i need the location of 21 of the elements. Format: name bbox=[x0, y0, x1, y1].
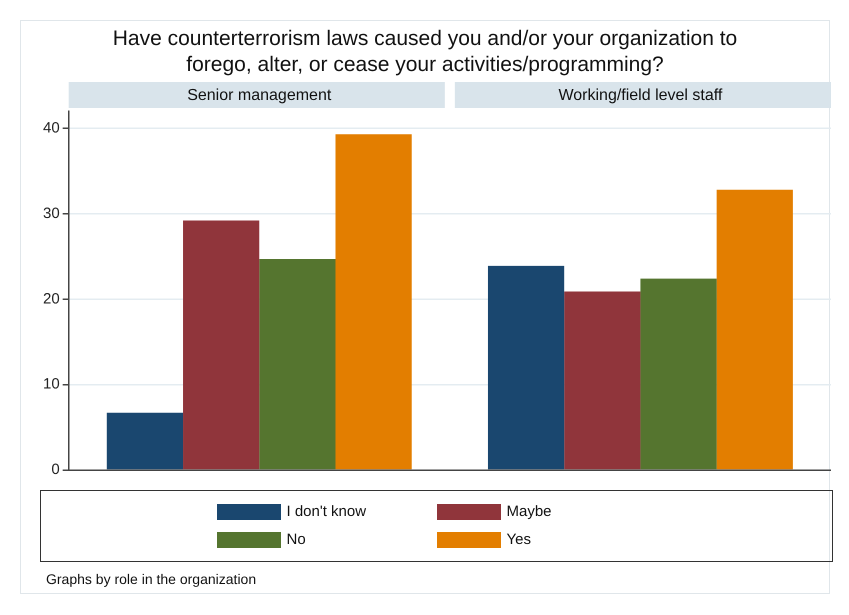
legend-label: No bbox=[286, 531, 306, 549]
bar bbox=[640, 278, 717, 470]
y-tick-label: 40 bbox=[42, 119, 60, 136]
x-tick-label: Senior management bbox=[187, 87, 332, 104]
text: Graphs by role in the organization bbox=[46, 571, 256, 587]
legend-label: Yes bbox=[506, 531, 531, 549]
chart-title: Have counterterrorism laws caused you and/or your organization to forego, alter, or cease your activities/programming? bbox=[112, 26, 738, 78]
bar bbox=[716, 190, 793, 470]
bar bbox=[488, 266, 564, 470]
legend-label: Maybe bbox=[506, 503, 552, 521]
bar bbox=[564, 291, 640, 470]
y-tick-label: 10 bbox=[42, 376, 60, 393]
bar bbox=[183, 220, 260, 470]
y-tick-label: 30 bbox=[42, 204, 60, 222]
y-tick-label: 20 bbox=[42, 290, 60, 308]
bar bbox=[106, 412, 184, 470]
bar bbox=[335, 134, 412, 470]
legend-label: I don't know bbox=[286, 503, 366, 521]
bar bbox=[259, 258, 336, 470]
x-tick-label: Working/field level staff bbox=[558, 87, 723, 104]
y-tick-label: 0 bbox=[51, 461, 60, 478]
